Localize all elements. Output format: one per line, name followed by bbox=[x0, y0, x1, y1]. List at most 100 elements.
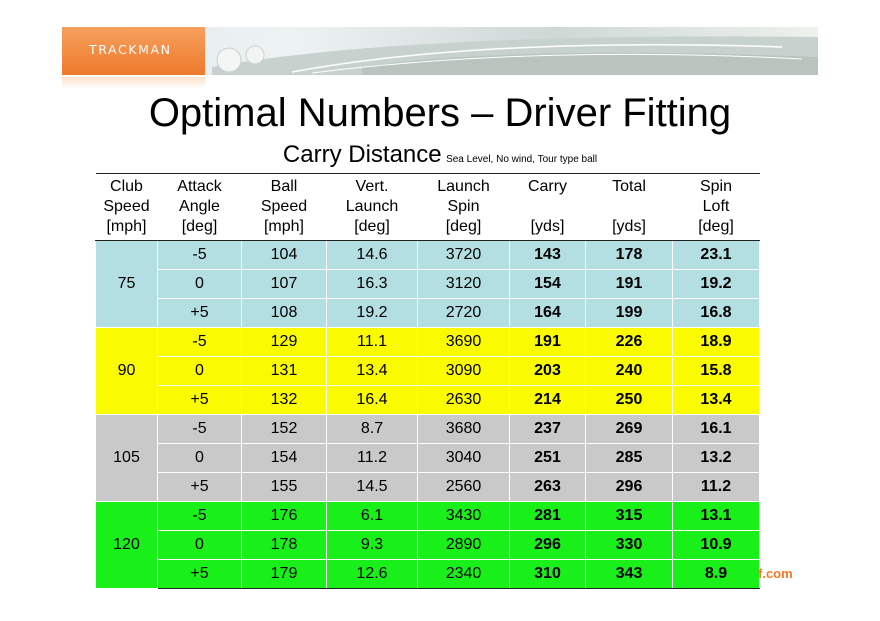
table-row: 0 131 13.4 3090 203 240 15.8 bbox=[96, 356, 760, 386]
subtitle-main: Carry Distance bbox=[282, 141, 442, 168]
spin-cell: 2890 bbox=[417, 530, 510, 560]
column-header-line3: [deg] bbox=[354, 218, 390, 235]
total-cell: 330 bbox=[585, 530, 673, 560]
spin-cell: 3040 bbox=[417, 443, 510, 473]
vert-launch-cell: 19.2 bbox=[326, 298, 418, 328]
spin-loft-cell: 11.2 bbox=[672, 472, 760, 502]
vert-launch-cell: 14.5 bbox=[326, 472, 418, 502]
spin-cell: 2720 bbox=[417, 298, 510, 328]
spin-cell: 3430 bbox=[417, 501, 510, 531]
carry-cell: 237 bbox=[509, 414, 586, 444]
attack-cell: 0 bbox=[157, 443, 242, 473]
table-row: 105 -5 152 8.7 3680 237 269 16.1 bbox=[95, 414, 760, 502]
club-speed-cell: 105 bbox=[95, 414, 158, 502]
column-header-line1: Total bbox=[612, 178, 646, 195]
vert-launch-cell: 13.4 bbox=[326, 356, 418, 386]
spin-loft-cell: 10.9 bbox=[672, 530, 760, 560]
spin-cell: 3090 bbox=[417, 356, 510, 386]
driver-fitting-table: Club Speed [mph] Attack Angle [deg] Ball Speed [… bbox=[95, 173, 760, 589]
ball-speed-cell: 131 bbox=[241, 356, 327, 386]
table-row: 0 178 9.3 2890 296 330 10.9 bbox=[96, 530, 760, 560]
vert-launch-cell: 14.6 bbox=[326, 240, 418, 270]
ball-speed-cell: 104 bbox=[241, 240, 327, 270]
subtitle-note: Sea Level, No wind, Tour type ball bbox=[446, 154, 598, 165]
attack-cell: +5 bbox=[157, 298, 242, 328]
vert-launch-cell: 9.3 bbox=[326, 530, 418, 560]
page-title: Optimal Numbers – Driver Fitting bbox=[148, 91, 732, 135]
total-cell: 343 bbox=[585, 559, 673, 589]
attack-cell: -5 bbox=[157, 414, 242, 444]
vert-launch-cell: 12.6 bbox=[326, 559, 418, 589]
column-header-line1: Club bbox=[110, 178, 143, 195]
vert-launch-cell: 11.2 bbox=[326, 443, 418, 473]
column-header-line2: Launch bbox=[345, 198, 399, 215]
column-header: Launch Spin [deg] bbox=[417, 173, 510, 241]
table-row: 0 107 16.3 3120 154 191 19.2 bbox=[96, 269, 760, 299]
ball-speed-cell: 129 bbox=[241, 327, 327, 357]
column-header: Spin Loft [deg] bbox=[672, 173, 760, 241]
spin-cell: 2340 bbox=[417, 559, 510, 589]
total-cell: 296 bbox=[585, 472, 673, 502]
carry-cell: 203 bbox=[509, 356, 586, 386]
column-header-line2: Loft bbox=[702, 198, 730, 215]
ball-speed-cell: 108 bbox=[241, 298, 327, 328]
header-row: Club Speed [mph] Attack Angle [deg] Ball Speed [… bbox=[95, 173, 760, 241]
column-header-line3: [mph] bbox=[263, 218, 304, 235]
carry-cell: 251 bbox=[509, 443, 586, 473]
carry-cell: 310 bbox=[509, 559, 586, 589]
spin-loft-cell: 18.9 bbox=[672, 327, 760, 357]
column-header-line3: [deg] bbox=[698, 218, 734, 235]
attack-cell: -5 bbox=[157, 240, 242, 270]
column-header: Ball Speed [mph] bbox=[241, 173, 327, 241]
column-header: Vert. Launch [deg] bbox=[326, 173, 418, 241]
attack-cell: -5 bbox=[157, 327, 242, 357]
column-header-line2: Angle bbox=[179, 198, 220, 215]
subtitle: Carry Distance Sea Level, No wind, Tour … bbox=[0, 140, 880, 175]
spin-cell: 2630 bbox=[417, 385, 510, 415]
ball-speed-cell: 178 bbox=[241, 530, 327, 560]
attack-cell: 0 bbox=[157, 356, 242, 386]
column-header-line1: Ball bbox=[270, 178, 298, 195]
column-header-line2: Speed bbox=[260, 198, 308, 215]
attack-cell: 0 bbox=[157, 269, 242, 299]
column-header: Total [yds] bbox=[585, 173, 673, 241]
column-header-line2 bbox=[510, 197, 586, 217]
column-header: Carry [yds] bbox=[509, 173, 586, 241]
ball-speed-cell: 154 bbox=[241, 443, 327, 473]
carry-cell: 296 bbox=[509, 530, 586, 560]
column-header-line1: Spin bbox=[699, 178, 733, 195]
total-cell: 199 bbox=[585, 298, 673, 328]
table-row: +5 179 12.6 2340 310 343 8.9 bbox=[96, 559, 760, 589]
column-header-line3: [mph] bbox=[106, 218, 147, 235]
total-cell: 178 bbox=[585, 240, 673, 270]
total-cell: 226 bbox=[585, 327, 673, 357]
vert-launch-cell: 11.1 bbox=[326, 327, 418, 357]
total-cell: 191 bbox=[585, 269, 673, 299]
spin-cell: 3680 bbox=[417, 414, 510, 444]
column-header-line1: Attack bbox=[177, 178, 222, 195]
ball-speed-cell: 176 bbox=[241, 501, 327, 531]
carry-cell: 214 bbox=[509, 385, 586, 415]
table-row: 120 -5 176 6.1 3430 281 315 13.1 bbox=[95, 501, 760, 589]
column-header-line1: Vert. bbox=[355, 178, 389, 195]
column-header-line1: Carry bbox=[527, 178, 568, 195]
carry-cell: 281 bbox=[509, 501, 586, 531]
carry-cell: 164 bbox=[509, 298, 586, 328]
total-cell: 240 bbox=[585, 356, 673, 386]
carry-cell: 263 bbox=[509, 472, 586, 502]
trackman-logo: TRACKMAN bbox=[89, 42, 172, 57]
vert-launch-cell: 16.3 bbox=[326, 269, 418, 299]
table-row: +5 108 19.2 2720 164 199 16.8 bbox=[96, 298, 760, 328]
column-header-line2 bbox=[586, 197, 673, 217]
spin-loft-cell: 13.2 bbox=[672, 443, 760, 473]
column-header: Attack Angle [deg] bbox=[157, 173, 242, 241]
spin-cell: 3120 bbox=[417, 269, 510, 299]
spin-cell: 3690 bbox=[417, 327, 510, 357]
spin-loft-cell: 16.8 bbox=[672, 298, 760, 328]
spin-loft-cell: 15.8 bbox=[672, 356, 760, 386]
ball-speed-cell: 179 bbox=[241, 559, 327, 589]
total-cell: 315 bbox=[585, 501, 673, 531]
total-cell: 285 bbox=[585, 443, 673, 473]
header-banner bbox=[62, 27, 818, 75]
vert-launch-cell: 16.4 bbox=[326, 385, 418, 415]
